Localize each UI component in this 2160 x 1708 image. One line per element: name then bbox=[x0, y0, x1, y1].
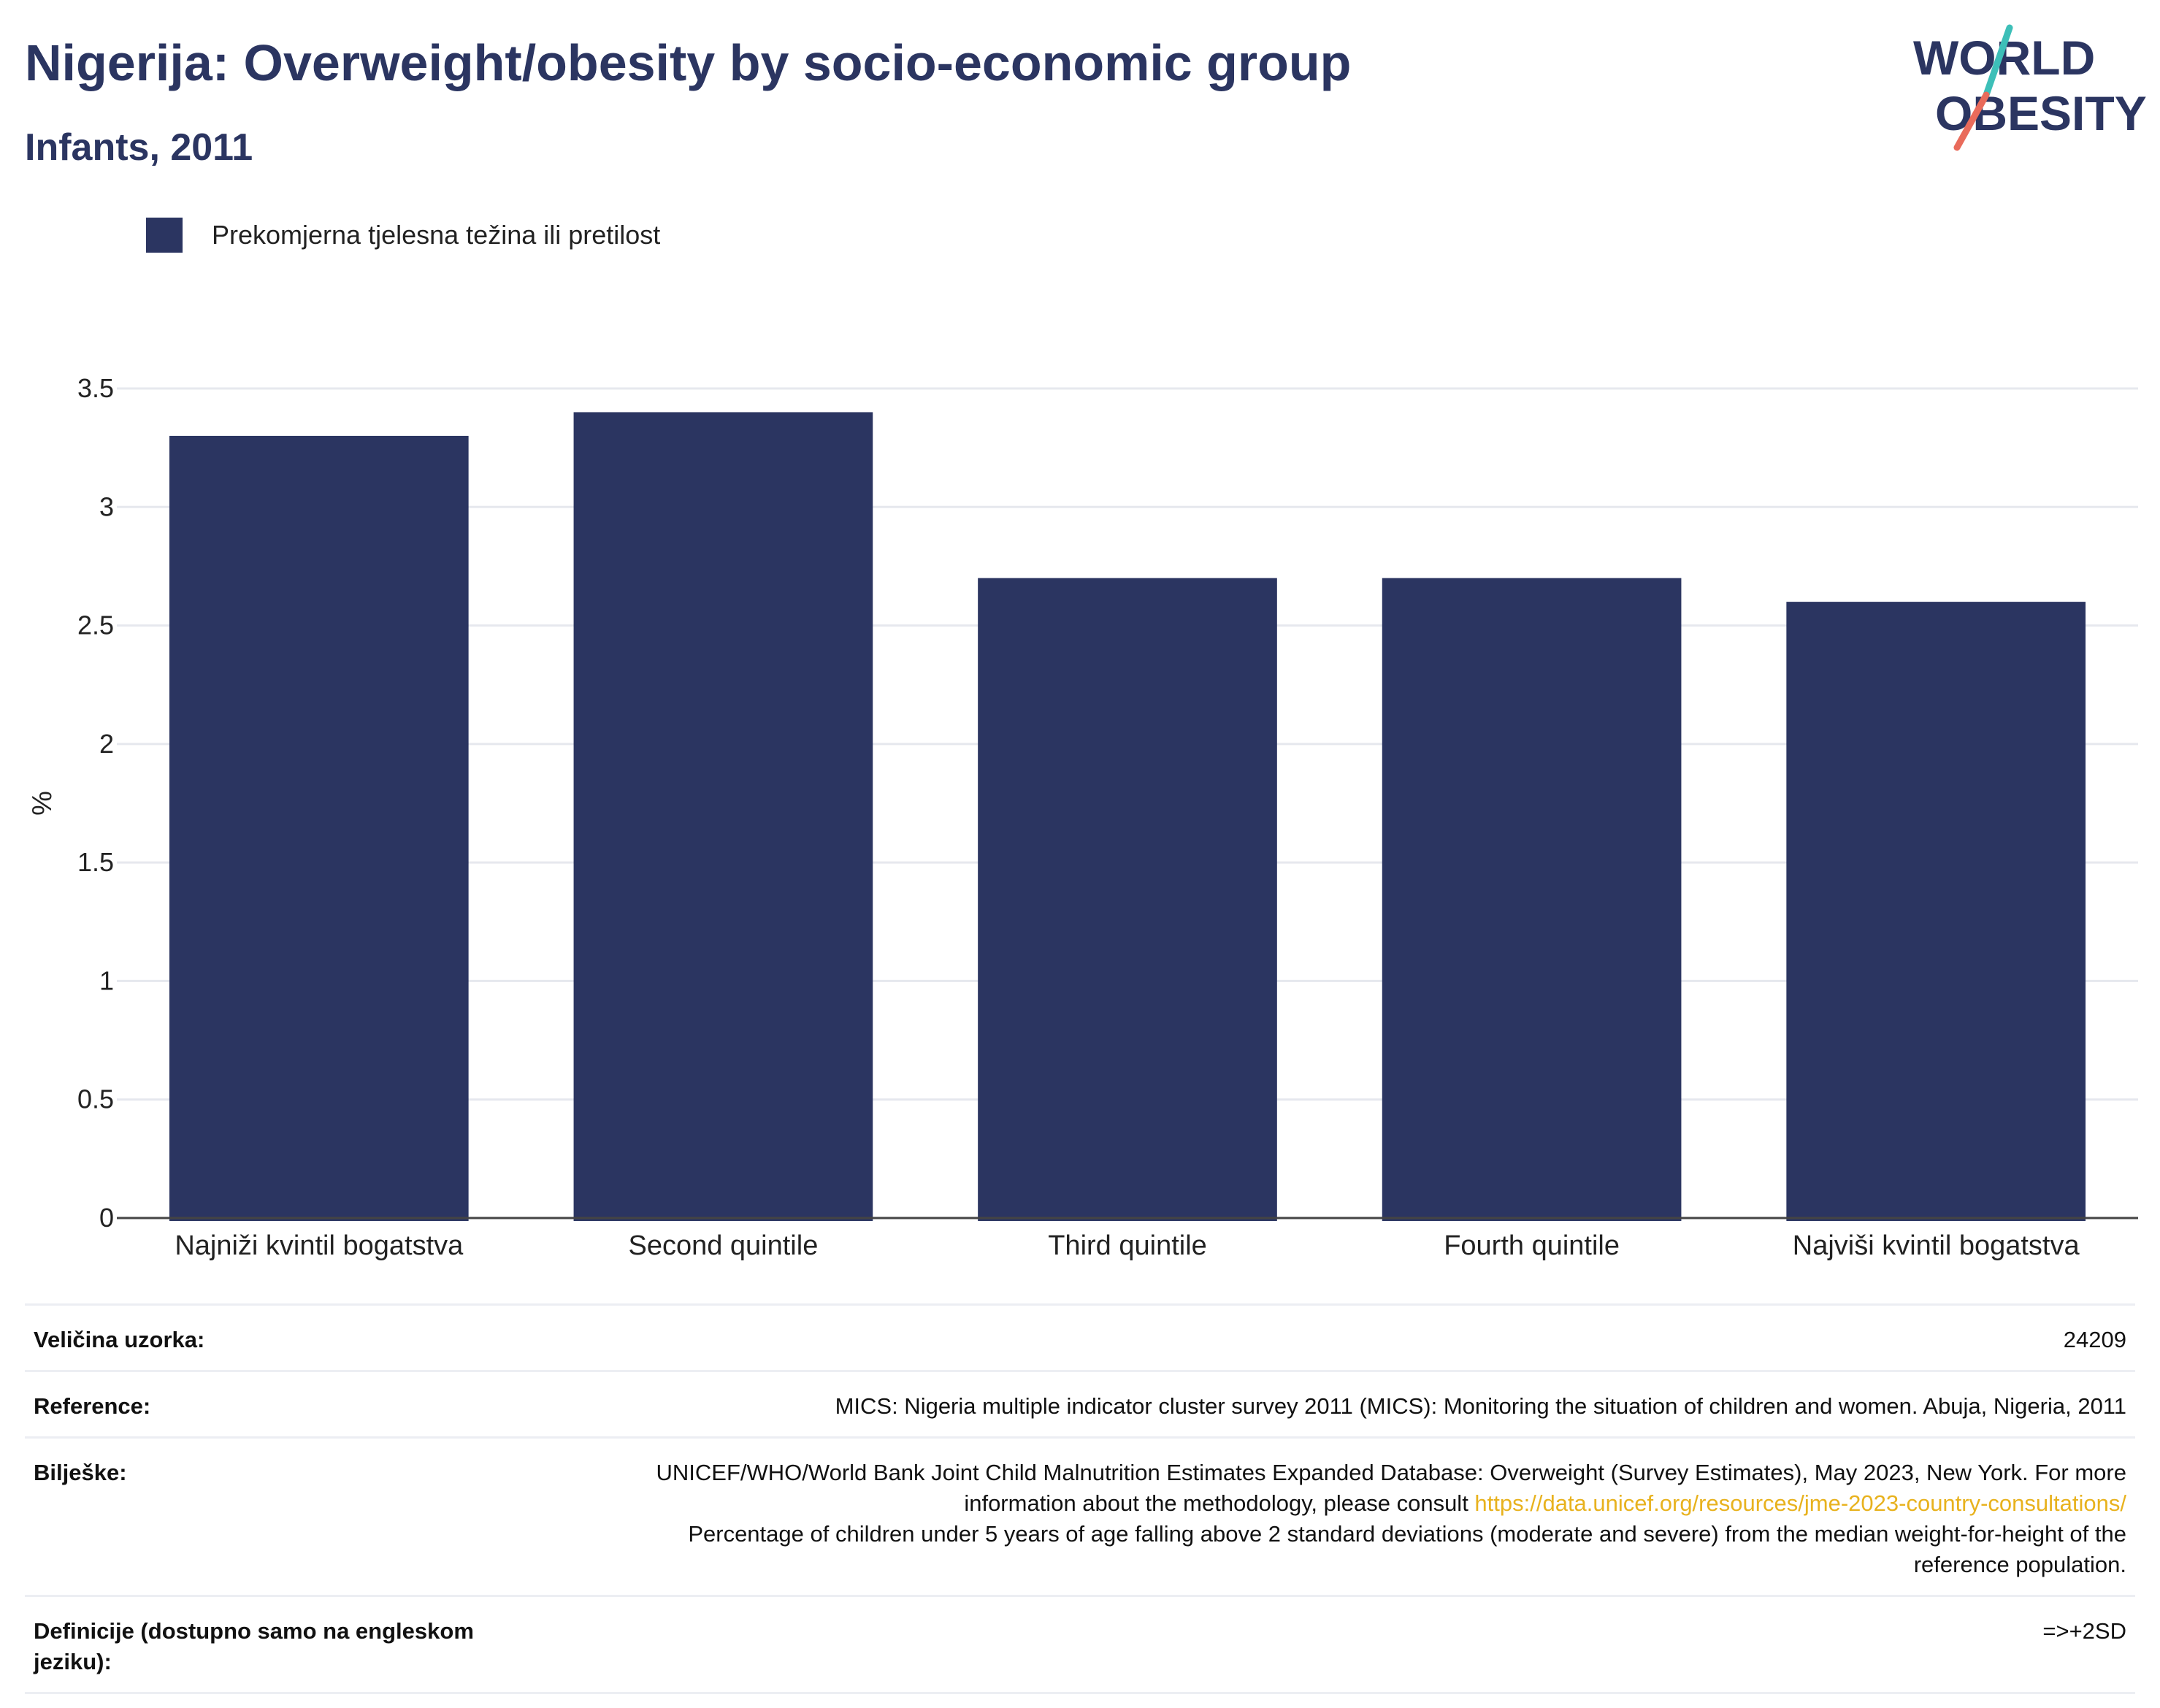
x-tick-label: Second quintile bbox=[628, 1230, 818, 1261]
chart-subtitle: Infants, 2011 bbox=[25, 126, 253, 169]
notes-text-2: Percentage of children under 5 years of … bbox=[688, 1521, 2126, 1577]
bar-chart: 0 0.5 1 1.5 2 2.5 3 3.5% Najniži kvintil bogatst… bbox=[27, 373, 2138, 1261]
legend-label[interactable]: Prekomjerna tjelesna težina ili pretilos… bbox=[212, 220, 661, 250]
x-tick-label: Najniži kvintil bogatstva bbox=[175, 1230, 464, 1261]
info-row-notes: Bilješke: UNICEF/WHO/World Bank Joint Ch… bbox=[25, 1436, 2135, 1595]
bar bbox=[169, 435, 469, 1221]
notes-link[interactable]: https://data.unicef.org/resources/jme-20… bbox=[1474, 1490, 2126, 1516]
info-row-definitions: Definicije (dostupno samo na engleskom j… bbox=[25, 1595, 2135, 1694]
logo-slash-teal bbox=[1983, 24, 2013, 99]
logo-slash-coral bbox=[1953, 91, 1990, 151]
x-tick-label: Fourth quintile bbox=[1444, 1230, 1620, 1261]
bar bbox=[573, 412, 873, 1221]
sample-size-value: 24209 bbox=[2063, 1327, 2126, 1352]
reference-value: MICS: Nigeria multiple indicator cluster… bbox=[835, 1393, 2126, 1419]
y-axis-label: % bbox=[27, 791, 58, 816]
bar bbox=[978, 578, 1277, 1221]
notes-value: UNICEF/WHO/World Bank Joint Child Malnut… bbox=[593, 1458, 2126, 1580]
y-tick-label: 1.5 bbox=[77, 847, 114, 877]
legend-swatch bbox=[146, 218, 183, 253]
logo-word-obesity: OBESITY bbox=[1935, 86, 2147, 140]
world-obesity-logo: WORLD OBESITY bbox=[1913, 24, 2147, 151]
info-table: Veličina uzorka: 24209 Reference: MICS: … bbox=[25, 1303, 2135, 1694]
bar bbox=[1382, 578, 1682, 1221]
x-tick-label: Third quintile bbox=[1048, 1230, 1207, 1261]
chart-title: Nigerija: Overweight/obesity by socio-ec… bbox=[25, 34, 1352, 91]
info-row-sample: Veličina uzorka: 24209 bbox=[25, 1303, 2135, 1370]
y-tick-label: 3.5 bbox=[77, 373, 114, 403]
info-row-reference: Reference: MICS: Nigeria multiple indica… bbox=[25, 1370, 2135, 1436]
legend: Prekomjerna tjelesna težina ili pretilos… bbox=[146, 218, 660, 253]
notes-text-1: UNICEF/WHO/World Bank Joint Child Malnut… bbox=[656, 1460, 2126, 1516]
notes-label: Bilješke: bbox=[34, 1460, 127, 1485]
y-tick-label: 2 bbox=[99, 729, 114, 759]
bar bbox=[1786, 602, 2086, 1221]
y-tick-label: 0 bbox=[99, 1203, 114, 1233]
y-tick-label: 0.5 bbox=[77, 1084, 114, 1114]
reference-label: Reference: bbox=[34, 1393, 151, 1419]
y-tick-label: 3 bbox=[99, 491, 114, 521]
definitions-label: Definicije (dostupno samo na engleskom j… bbox=[34, 1618, 474, 1674]
y-tick-label: 2.5 bbox=[77, 610, 114, 640]
sample-size-label: Veličina uzorka: bbox=[34, 1327, 205, 1352]
definitions-value: =>+2SD bbox=[2042, 1618, 2126, 1644]
y-tick-label: 1 bbox=[99, 965, 114, 995]
x-tick-label: Najviši kvintil bogatstva bbox=[1793, 1230, 2080, 1261]
